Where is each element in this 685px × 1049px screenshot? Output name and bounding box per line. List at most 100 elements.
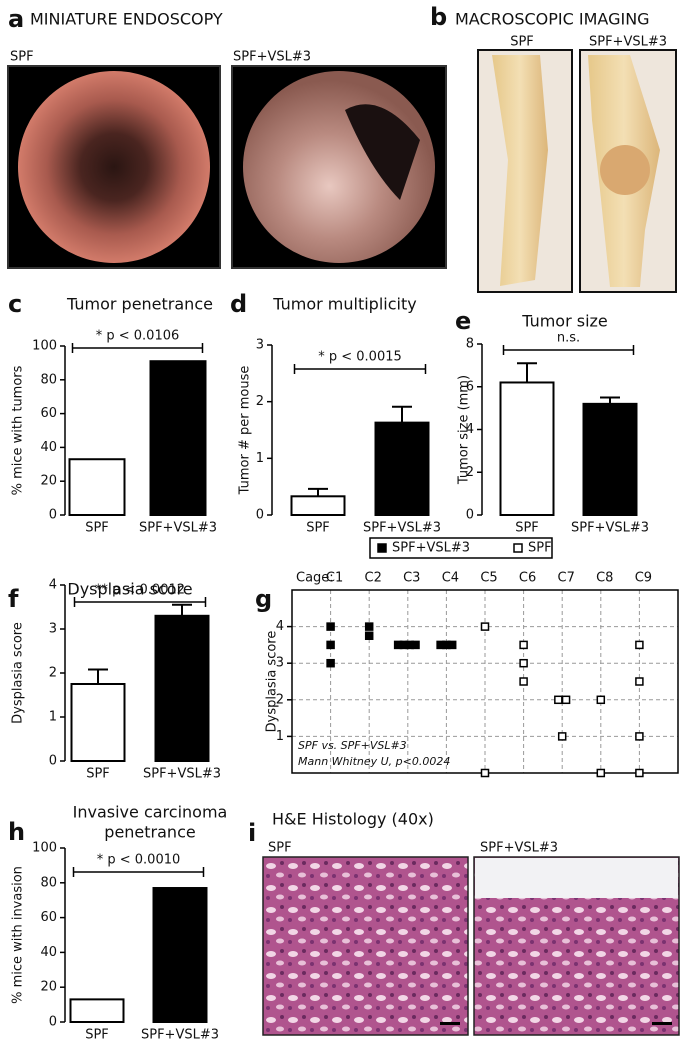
chart-title: Tumor multiplicity [272, 295, 416, 314]
y-tick-label: 3 [256, 338, 264, 353]
y-tick-label: 6 [466, 379, 474, 394]
annotation: * p < 0.0015 [318, 350, 402, 365]
lumen [345, 104, 420, 200]
panel-title: H&E Histology (40x) [272, 810, 434, 829]
y-tick-label: 2 [276, 692, 284, 707]
x-tick-label: C1 [326, 571, 343, 586]
x-tick-label: SPF+VSL#3 [139, 521, 217, 536]
note: SPF vs. SPF+VSL#3 [298, 739, 407, 752]
image-label: SPF+VSL#3 [589, 35, 667, 50]
bar [499, 381, 555, 516]
panel-letter: d [230, 290, 247, 318]
y-tick-label: 3 [276, 656, 284, 671]
x-tick-label: SPF+VSL#3 [363, 521, 441, 536]
data-point [411, 640, 420, 650]
data-point [596, 695, 606, 705]
x-tick-label: SPF+VSL#3 [143, 767, 221, 782]
significance-bracket [502, 345, 635, 355]
x-tick-label: SPF [86, 767, 110, 782]
y-tick-label: 2 [256, 394, 264, 409]
significance-bracket [71, 343, 204, 353]
y-tick-label: 80 [40, 875, 57, 890]
bar [582, 402, 638, 517]
histology-image [262, 856, 469, 1036]
y-tick-label: 8 [466, 337, 474, 352]
x-tick-label: C8 [596, 571, 613, 586]
x-tick-label: C5 [480, 571, 497, 586]
y-tick-label: 0 [49, 754, 57, 769]
significance-bracket [293, 364, 427, 374]
tissue [492, 55, 548, 286]
y-tick-label: 20 [40, 980, 57, 995]
y-axis-label: Dysplasia score [11, 622, 26, 724]
y-axis-label: % mice with invasion [11, 866, 26, 1004]
y-tick-label: 2 [49, 666, 57, 681]
y-tick-label: 60 [40, 406, 57, 421]
background-area [475, 858, 678, 898]
y-tick-label: 40 [40, 945, 57, 960]
image-label: SPF [510, 35, 534, 50]
image-label: SPF+VSL#3 [480, 841, 558, 856]
note: Mann Whitney U, p<0.0024 [298, 755, 450, 768]
y-tick-label: 3 [49, 622, 57, 637]
panel-letter: h [8, 818, 25, 846]
x-tick-label: SPF [85, 521, 109, 536]
x-tick-label: SPF+VSL#3 [571, 521, 649, 536]
bar [149, 360, 207, 516]
panel-letter: f [8, 585, 19, 613]
x-tick-label: SPF [85, 1028, 109, 1043]
y-tick-label: 100 [32, 841, 57, 856]
endoscopy-view [18, 71, 210, 263]
x-tick-label: SPF [515, 521, 539, 536]
tumor [600, 145, 650, 195]
x-tick-label: C6 [519, 571, 536, 586]
data-point [364, 631, 374, 640]
bar [70, 683, 126, 762]
data-point [480, 622, 490, 631]
bar [154, 614, 210, 762]
bar [290, 495, 346, 516]
data-point [326, 622, 335, 631]
annotation: * p < 0.0106 [96, 329, 180, 344]
y-tick-label: 0 [49, 1015, 57, 1030]
x-tick-label: C2 [365, 571, 382, 586]
scale-bar [652, 1022, 672, 1025]
legend-label: SPF+VSL#3 [392, 541, 470, 556]
chart-title: penetrance [104, 823, 195, 842]
annotation: * p < 0.0010 [97, 853, 181, 868]
panel-title: MINIATURE ENDOSCOPY [30, 10, 223, 29]
y-axis-label: Dysplasia score [265, 631, 280, 733]
y-tick-label: 4 [466, 422, 474, 437]
panel-letter: a [8, 5, 24, 33]
chart-title: Tumor size [521, 312, 608, 331]
y-axis-label: Tumor # per mouse [238, 366, 253, 496]
data-point [635, 768, 644, 778]
x-tick-label: SPF [306, 521, 330, 536]
x-tick-label: C3 [403, 571, 420, 586]
y-tick-label: 2 [466, 465, 474, 480]
significance-bracket [72, 867, 205, 877]
y-tick-label: 20 [40, 474, 57, 489]
x-tick-label: C4 [442, 571, 459, 586]
data-point [326, 658, 335, 668]
y-tick-label: 0 [466, 508, 474, 523]
data-point [635, 732, 644, 741]
y-tick-label: 0 [49, 508, 57, 523]
legend-marker [513, 543, 523, 553]
data-point [557, 732, 567, 741]
legend-marker [377, 543, 387, 553]
y-tick-label: 1 [276, 729, 284, 744]
panel-letter: b [430, 3, 447, 31]
data-point [519, 677, 528, 686]
data-point [326, 640, 335, 650]
data-point [561, 695, 571, 705]
legend-label: SPF [528, 541, 552, 556]
panel-letter: e [455, 307, 471, 335]
y-tick-label: 80 [40, 372, 57, 387]
y-tick-label: 1 [256, 451, 264, 466]
chart-title: Tumor penetrance [66, 295, 213, 314]
image-label: SPF [10, 50, 34, 65]
bar [69, 998, 125, 1024]
bar [374, 421, 430, 516]
